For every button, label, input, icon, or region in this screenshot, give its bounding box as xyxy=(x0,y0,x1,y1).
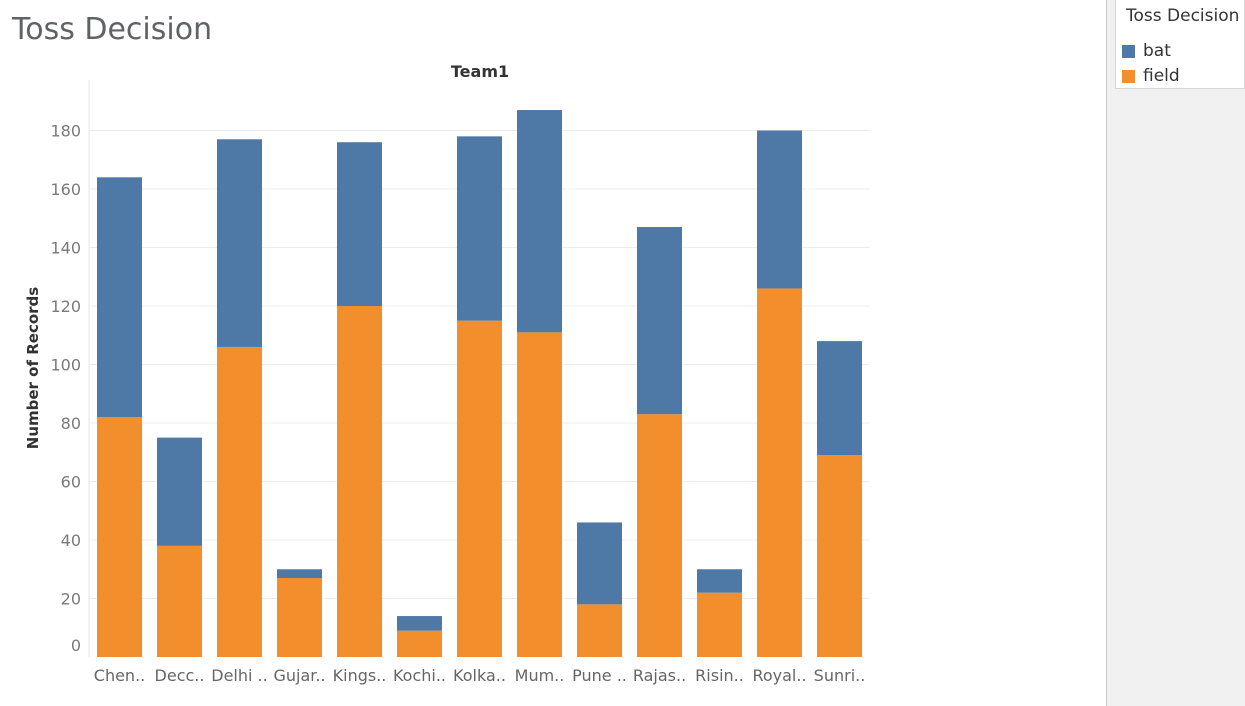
bar-field[interactable] xyxy=(277,578,322,657)
x-category-label: Chen.. xyxy=(94,666,145,685)
bars xyxy=(97,110,862,657)
y-tick-label: 140 xyxy=(50,239,81,258)
bar-field[interactable] xyxy=(157,545,202,657)
legend-item-bat[interactable]: bat xyxy=(1122,40,1171,62)
bar-field[interactable] xyxy=(217,346,262,657)
bar-bat[interactable] xyxy=(157,437,202,546)
legend: Toss Decision bat field xyxy=(1115,0,1245,89)
y-tick-label: 20 xyxy=(61,590,81,609)
bar-field[interactable] xyxy=(577,604,622,657)
bar-field[interactable] xyxy=(637,414,682,657)
legend-title: Toss Decision xyxy=(1126,6,1240,26)
bar-bat[interactable] xyxy=(517,110,562,333)
bar-bat[interactable] xyxy=(217,139,262,347)
bar-bat[interactable] xyxy=(577,522,622,605)
bar-bat[interactable] xyxy=(637,227,682,415)
legend-label-bat: bat xyxy=(1143,41,1171,61)
legend-item-field[interactable]: field xyxy=(1122,65,1180,87)
x-category-label: Decc.. xyxy=(155,666,205,685)
y-tick-label: 100 xyxy=(50,356,81,375)
y-tick-label: 80 xyxy=(61,414,81,433)
y-tick-label: 0 xyxy=(71,636,81,655)
y-tick-label: 120 xyxy=(50,297,81,316)
x-axis-labels: Chen.. Decc.. Delhi .. Gujar.. Kings.. Kochi.… xyxy=(94,666,866,685)
y-axis-title: Number of Records xyxy=(24,287,42,450)
y-tick-label: 180 xyxy=(50,122,81,141)
legend-swatch-field xyxy=(1122,69,1135,83)
y-tick-label: 160 xyxy=(50,180,81,199)
page-title: Toss Decision xyxy=(12,12,213,47)
bar-field[interactable] xyxy=(337,306,382,657)
x-category-label: Pune .. xyxy=(572,666,627,685)
bar-bat[interactable] xyxy=(697,569,742,593)
right-pane xyxy=(1106,0,1245,706)
x-category-label: Rajas.. xyxy=(633,666,686,685)
bar-field[interactable] xyxy=(757,288,802,657)
y-tick-label: 40 xyxy=(61,531,81,550)
x-category-label: Risin.. xyxy=(695,666,744,685)
bar-field[interactable] xyxy=(697,592,742,657)
x-category-label: Kochi.. xyxy=(393,666,446,685)
stacked-bar-chart: Team1 Number of Records 0 20 40 60 80 100 120 1… xyxy=(24,62,870,685)
bar-field[interactable] xyxy=(97,417,142,657)
chart-title: Team1 xyxy=(451,62,509,81)
bar-bat[interactable] xyxy=(817,341,862,456)
x-category-label: Kings.. xyxy=(333,666,387,685)
bar-bat[interactable] xyxy=(277,569,322,579)
bar-bat[interactable] xyxy=(457,136,502,321)
bar-field[interactable] xyxy=(397,630,442,657)
x-category-label: Delhi .. xyxy=(211,666,267,685)
x-category-label: Sunri.. xyxy=(814,666,866,685)
bar-bat[interactable] xyxy=(757,130,802,289)
x-category-label: Gujar.. xyxy=(273,666,325,685)
bar-bat[interactable] xyxy=(337,142,382,306)
y-tick-label: 60 xyxy=(61,473,81,492)
bar-field[interactable] xyxy=(457,320,502,657)
bar-field[interactable] xyxy=(517,332,562,657)
x-category-label: Royal.. xyxy=(752,666,806,685)
bar-bat[interactable] xyxy=(97,177,142,418)
bar-bat[interactable] xyxy=(397,616,442,631)
x-category-label: Kolka.. xyxy=(453,666,506,685)
y-axis-ticks: 0 20 40 60 80 100 120 140 160 180 xyxy=(50,122,81,656)
legend-label-field: field xyxy=(1143,66,1180,86)
legend-swatch-bat xyxy=(1122,44,1135,58)
x-category-label: Mum.. xyxy=(515,666,565,685)
bar-field[interactable] xyxy=(817,455,862,657)
